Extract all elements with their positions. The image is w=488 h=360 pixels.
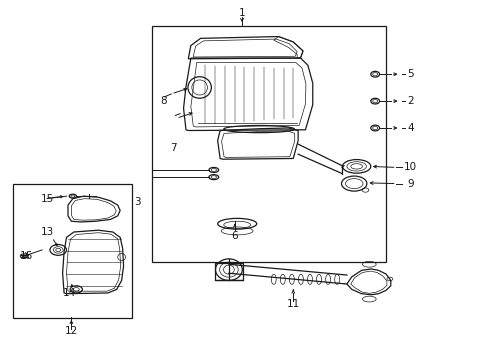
Text: 11: 11 (286, 299, 299, 309)
Text: 3: 3 (134, 197, 140, 207)
Text: 1: 1 (238, 8, 245, 18)
Text: 12: 12 (64, 326, 78, 336)
Text: 8: 8 (161, 96, 167, 106)
Text: 10: 10 (403, 162, 416, 172)
Text: 15: 15 (41, 194, 54, 204)
Text: 14: 14 (62, 288, 76, 298)
Text: 16: 16 (20, 251, 33, 261)
Text: 5: 5 (406, 69, 413, 79)
Text: 7: 7 (170, 143, 177, 153)
Text: 13: 13 (41, 227, 54, 237)
Text: 6: 6 (231, 231, 238, 240)
Text: 2: 2 (406, 96, 413, 106)
Text: 9: 9 (406, 179, 413, 189)
Text: 4: 4 (406, 123, 413, 133)
